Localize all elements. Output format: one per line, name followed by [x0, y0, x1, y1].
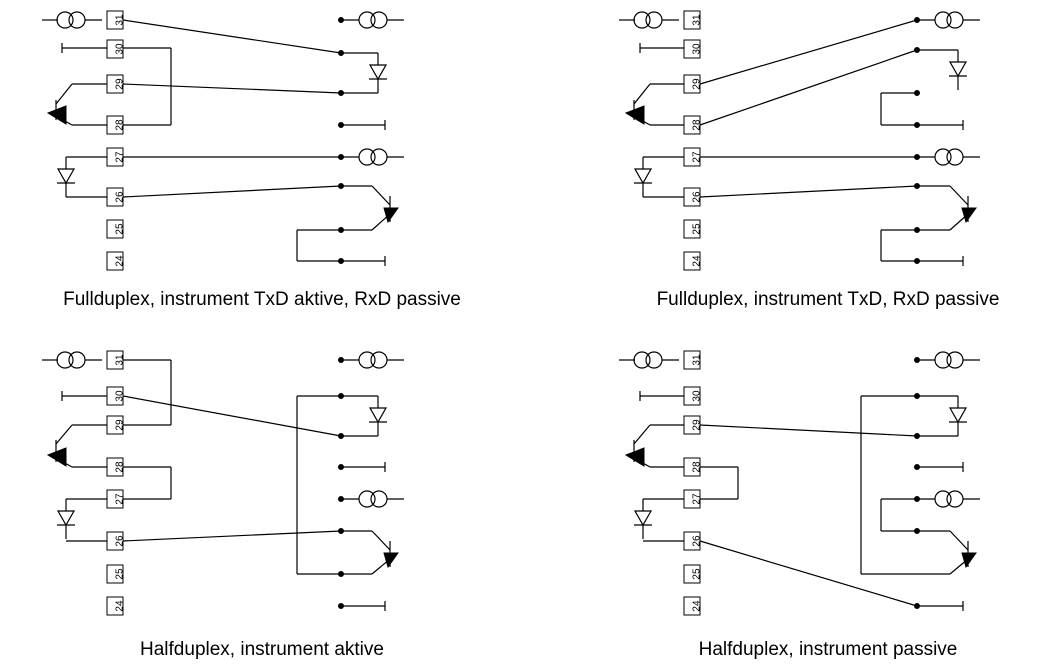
terminal-27: 27	[106, 147, 126, 167]
svg-text:27: 27	[692, 493, 703, 505]
terminal-31: 31	[683, 350, 703, 370]
svg-text:26: 26	[115, 191, 126, 203]
terminal-25: 25	[683, 219, 703, 239]
panel-halfduplex-passive: 31 30 29 28 27 26 25 24 Halfduplex, inst…	[618, 350, 981, 660]
terminal-24: 24	[683, 596, 703, 616]
svg-text:28: 28	[115, 119, 126, 131]
svg-text:31: 31	[692, 354, 703, 366]
terminal-25: 25	[683, 564, 703, 584]
svg-text:28: 28	[692, 119, 703, 131]
terminal-28: 28	[106, 457, 126, 477]
svg-text:27: 27	[115, 493, 126, 505]
svg-text:30: 30	[692, 43, 703, 55]
terminal-26: 26	[106, 531, 126, 551]
terminal-26: 26	[106, 187, 126, 207]
terminal-30: 30	[683, 386, 703, 406]
terminal-31: 31	[106, 10, 126, 30]
svg-text:30: 30	[692, 390, 703, 402]
svg-text:28: 28	[115, 461, 126, 473]
terminal-29: 29	[683, 415, 703, 435]
svg-text:24: 24	[115, 600, 126, 612]
svg-text:25: 25	[115, 568, 126, 580]
terminal-27: 27	[106, 489, 126, 509]
panel-fullduplex-passive: 31 30 29 28 27 26 25 24 Fullduplex, inst…	[618, 10, 1000, 310]
svg-text:24: 24	[692, 600, 703, 612]
terminal-29: 29	[106, 74, 126, 94]
terminal-28: 28	[683, 457, 703, 477]
terminal-30: 30	[683, 39, 703, 59]
panel-halfduplex-aktive: 31 30 29 28 27 26 25 24 Halfduplex, inst…	[41, 350, 405, 660]
svg-text:29: 29	[692, 78, 703, 90]
svg-text:25: 25	[115, 223, 126, 235]
terminal-31: 31	[683, 10, 703, 30]
svg-text:27: 27	[692, 151, 703, 163]
terminal-24: 24	[683, 251, 703, 271]
svg-text:30: 30	[115, 43, 126, 55]
caption: Fullduplex, instrument TxD, RxD passive	[657, 289, 1000, 310]
svg-text:26: 26	[692, 535, 703, 547]
terminal-28: 28	[683, 115, 703, 135]
terminal-30: 30	[106, 386, 126, 406]
terminal-29: 29	[106, 415, 126, 435]
terminal-29: 29	[683, 74, 703, 94]
svg-text:24: 24	[115, 255, 126, 267]
terminal-28: 28	[106, 115, 126, 135]
svg-text:26: 26	[692, 191, 703, 203]
svg-text:31: 31	[692, 14, 703, 26]
terminal-30: 30	[106, 39, 126, 59]
terminal-25: 25	[106, 219, 126, 239]
svg-text:25: 25	[692, 223, 703, 235]
terminal-26: 26	[683, 531, 703, 551]
svg-text:24: 24	[692, 255, 703, 267]
panel-fullduplex-txd-aktive: 31 30 29 28 27 26 25 24 Fullduplex, inst…	[41, 10, 461, 310]
svg-text:29: 29	[115, 78, 126, 90]
svg-text:25: 25	[692, 568, 703, 580]
terminal-24: 24	[106, 251, 126, 271]
terminal-31: 31	[106, 350, 126, 370]
terminal-26: 26	[683, 187, 703, 207]
svg-text:27: 27	[115, 151, 126, 163]
svg-text:29: 29	[115, 419, 126, 431]
caption: Fullduplex, instrument TxD aktive, RxD p…	[63, 289, 461, 310]
terminal-24: 24	[106, 596, 126, 616]
svg-text:31: 31	[115, 14, 126, 26]
terminal-27: 27	[683, 489, 703, 509]
terminal-27: 27	[683, 147, 703, 167]
svg-text:29: 29	[692, 419, 703, 431]
svg-text:31: 31	[115, 354, 126, 366]
terminal-25: 25	[106, 564, 126, 584]
svg-text:30: 30	[115, 390, 126, 402]
svg-text:28: 28	[692, 461, 703, 473]
caption: Halfduplex, instrument passive	[699, 639, 958, 660]
svg-text:26: 26	[115, 535, 126, 547]
caption: Halfduplex, instrument aktive	[140, 639, 384, 660]
